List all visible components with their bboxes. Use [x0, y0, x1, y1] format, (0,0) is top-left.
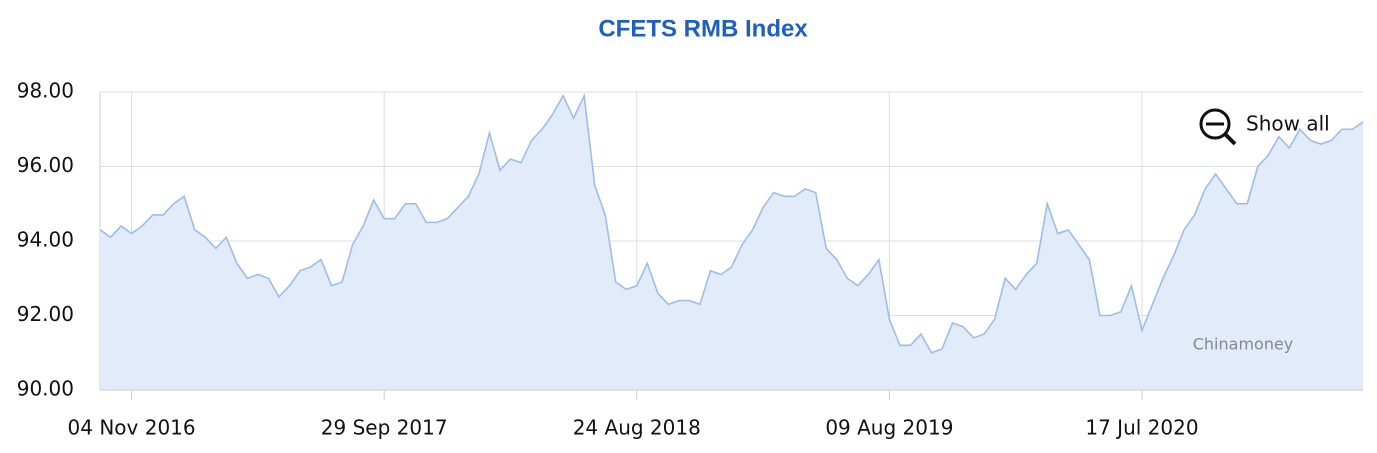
- y-tick-label: 90.00: [17, 377, 74, 401]
- zoom-icon: [1199, 108, 1231, 140]
- zoom-icon-handle: [1223, 132, 1237, 146]
- show-all-label[interactable]: Show all: [1246, 112, 1330, 136]
- credit: Chinamoney: [1193, 335, 1294, 354]
- y-tick-label: 92.00: [17, 302, 74, 326]
- area-fill: [100, 95, 1363, 390]
- x-tick-label: 29 Sep 2017: [321, 416, 448, 440]
- x-tick-label: 17 Jul 2020: [1085, 416, 1198, 440]
- y-tick-label: 98.00: [17, 79, 74, 103]
- x-tick-label: 04 Nov 2016: [68, 416, 196, 440]
- area-line: [99, 92, 1364, 354]
- y-tick-label: 94.00: [17, 228, 74, 252]
- chart-title: CFETS RMB Index: [598, 15, 808, 42]
- show-all-button[interactable]: Show all: [1199, 108, 1330, 146]
- x-tick-label: 09 Aug 2019: [825, 416, 953, 440]
- x-tick-label: 24 Aug 2018: [573, 416, 701, 440]
- y-tick-label: 96.00: [17, 153, 74, 177]
